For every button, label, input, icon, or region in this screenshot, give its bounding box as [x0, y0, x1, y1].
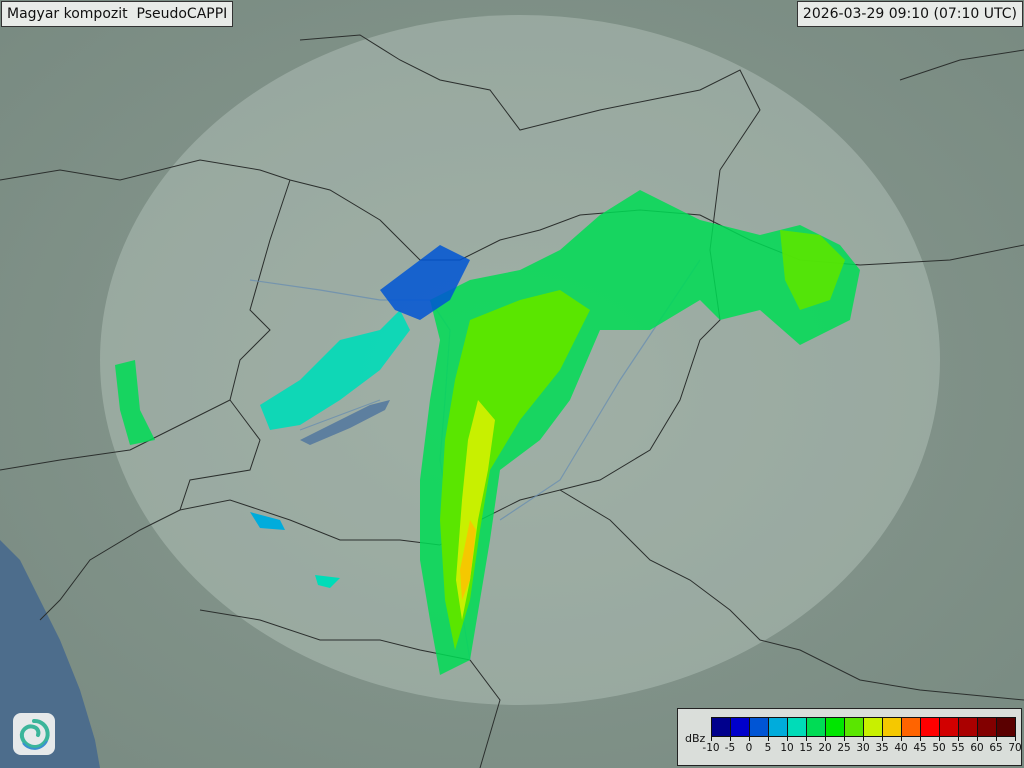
legend-tick-label: 70 — [1008, 742, 1022, 754]
legend-tick-mark — [863, 736, 864, 741]
legend-tick-mark — [939, 736, 940, 741]
legend-swatch — [807, 718, 826, 736]
legend-tick-mark — [977, 736, 978, 741]
legend-swatch — [731, 718, 750, 736]
echo-core — [440, 290, 590, 650]
legend-tick-label: -10 — [702, 742, 720, 754]
legend-swatch — [978, 718, 997, 736]
echo-south-cell — [315, 575, 340, 588]
legend-swatch — [921, 718, 940, 736]
adriatic-sea — [0, 540, 100, 768]
legend-tick-mark — [711, 736, 712, 741]
legend-tick-mark — [901, 736, 902, 741]
legend-tick-mark — [806, 736, 807, 741]
echo-sw-cell — [250, 512, 285, 530]
legend-tick-mark — [749, 736, 750, 741]
legend-swatch — [712, 718, 731, 736]
legend-tick-label: 30 — [856, 742, 870, 754]
legend-swatch — [940, 718, 959, 736]
echo-west-band — [260, 310, 410, 430]
lake-balaton — [300, 400, 390, 445]
legend-unit: dBz — [685, 732, 706, 745]
echo-northwest — [380, 245, 470, 320]
legend-tick-label: 20 — [818, 742, 832, 754]
legend-swatch — [997, 718, 1015, 736]
radar-echoes — [115, 190, 860, 675]
product-title: Magyar kompozit PseudoCAPPI — [1, 1, 234, 27]
legend-swatch — [826, 718, 845, 736]
legend-tick-label: 25 — [837, 742, 851, 754]
legend-tick-mark — [958, 736, 959, 741]
legend-tick-label: -5 — [724, 742, 736, 754]
legend-swatch — [845, 718, 864, 736]
swirl-logo-icon — [13, 713, 55, 755]
legend-swatch — [864, 718, 883, 736]
echo-heavy — [460, 520, 476, 600]
legend-tick-label: 55 — [951, 742, 965, 754]
legend-tick-label: 10 — [780, 742, 794, 754]
legend-tick-mark — [787, 736, 788, 741]
legend-tick-mark — [920, 736, 921, 741]
legend-ticks: -10 -5 0 5 10 15 20 25 30 35 40 45 50 55 60 65 70 — [702, 736, 1022, 758]
legend-swatch — [959, 718, 978, 736]
legend-tick-label: 15 — [799, 742, 813, 754]
legend-tick-label: 45 — [913, 742, 927, 754]
echo-east-core — [780, 230, 845, 310]
legend-tick-mark — [825, 736, 826, 741]
legend-tick-label: 50 — [932, 742, 946, 754]
echo-west-cell — [115, 360, 155, 445]
legend-tick-label: 40 — [894, 742, 908, 754]
legend-tick-mark — [1015, 736, 1016, 741]
legend-swatch — [750, 718, 769, 736]
legend-tick-label: 60 — [970, 742, 984, 754]
legend-tick-mark — [844, 736, 845, 741]
legend-color-bar — [711, 717, 1016, 737]
legend-tick-mark — [768, 736, 769, 741]
legend-swatch — [788, 718, 807, 736]
legend-tick-mark — [996, 736, 997, 741]
legend-swatch — [883, 718, 902, 736]
legend-tick-label: 65 — [989, 742, 1003, 754]
legend-swatch — [902, 718, 921, 736]
legend-swatch — [769, 718, 788, 736]
legend-tick-label: 0 — [745, 742, 753, 754]
legend-tick-mark — [730, 736, 731, 741]
legend-tick-label: 5 — [764, 742, 772, 754]
dbz-color-legend: dBz -10 -5 0 5 10 15 20 25 30 35 40 45 50 55 60 65 70 — [677, 708, 1022, 766]
legend-tick-label: 35 — [875, 742, 889, 754]
timestamp: 2026-03-29 09:10 (07:10 UTC) — [796, 1, 1023, 27]
legend-tick-mark — [882, 736, 883, 741]
